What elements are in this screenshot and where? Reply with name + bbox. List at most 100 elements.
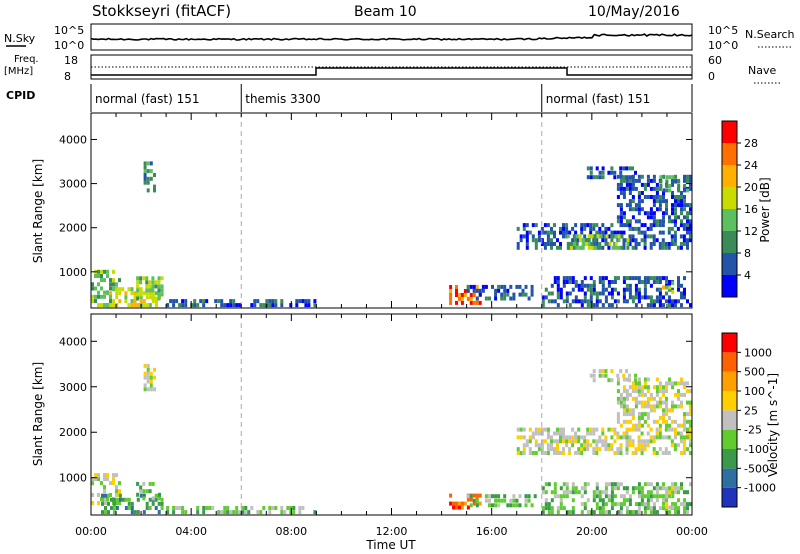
- power-cell: [592, 280, 596, 284]
- power-cell: [658, 295, 662, 300]
- velocity-cell: [547, 506, 551, 511]
- power-cell: [259, 303, 263, 308]
- velocity-cell: [655, 494, 659, 499]
- power-cell: [157, 296, 161, 301]
- velocity-cell: [628, 439, 632, 444]
- power-cell: [680, 195, 683, 199]
- velocity-cell: [646, 377, 650, 382]
- velocity-cell: [652, 510, 656, 515]
- velocity-cell: [619, 435, 623, 440]
- velocity-cell: [686, 412, 689, 417]
- power-cell: [572, 245, 576, 250]
- velocity-cell: [634, 404, 638, 409]
- velocity-cell: [512, 498, 516, 503]
- power-cell: [634, 186, 638, 191]
- velocity-cell: [677, 423, 680, 428]
- velocity-cell: [544, 506, 548, 511]
- power-cell: [583, 223, 587, 228]
- velocity-cell: [634, 381, 638, 386]
- power-cell: [500, 292, 504, 297]
- power-cell: [151, 284, 155, 289]
- power-cell: [655, 182, 659, 187]
- power-cell: [658, 219, 662, 224]
- power-cell: [619, 211, 623, 216]
- power-cell: [686, 215, 689, 220]
- velocity-cell: [562, 439, 565, 444]
- velocity-cell: [589, 431, 593, 436]
- velocity-cell: [689, 443, 692, 448]
- power-cell: [202, 299, 206, 304]
- power-cell: [686, 188, 690, 193]
- power-cell: [559, 245, 562, 250]
- velocity-cell: [674, 502, 677, 507]
- power-cell: [543, 230, 547, 235]
- velocity-cell: [595, 447, 599, 452]
- velocity-cell: [516, 447, 520, 452]
- velocity-cell: [577, 427, 581, 432]
- velocity-cell: [577, 451, 581, 455]
- power-cell: [637, 230, 641, 235]
- power-cell: [298, 299, 302, 304]
- velocity-cell: [509, 503, 513, 508]
- power-cell: [562, 230, 565, 235]
- velocity-cell: [196, 510, 200, 515]
- power-cell: [497, 284, 501, 289]
- velocity-cell: [516, 435, 520, 440]
- velocity-cell: [103, 477, 106, 482]
- velocity-cell: [661, 435, 665, 440]
- power-cell: [599, 234, 603, 239]
- power-cell: [469, 296, 473, 301]
- power-cell: [103, 269, 106, 274]
- power-cell: [622, 175, 626, 180]
- power-cell: [628, 276, 632, 281]
- velocity-cell: [658, 494, 662, 499]
- velocity-cell: [649, 506, 653, 511]
- power-cell: [136, 288, 140, 293]
- power-cell: [659, 179, 663, 184]
- velocity-cell: [531, 435, 535, 440]
- velocity-cell: [622, 396, 626, 401]
- velocity-cell: [205, 506, 209, 510]
- velocity-cell: [625, 392, 629, 397]
- cpid-segment-label: normal (fast) 151: [95, 92, 199, 106]
- velocity-cell: [637, 419, 641, 424]
- power-cell: [595, 230, 599, 235]
- power-cell: [143, 161, 147, 166]
- y-tick-label: 4000: [59, 133, 87, 146]
- power-cell: [592, 303, 596, 308]
- velocity-cell: [268, 506, 272, 510]
- velocity-cell: [616, 400, 620, 405]
- velocity-cell: [637, 416, 641, 420]
- power-cell: [595, 291, 599, 296]
- power-cell: [679, 242, 683, 246]
- power-cell: [143, 165, 147, 170]
- power-cell: [619, 191, 623, 195]
- power-cell: [665, 175, 669, 180]
- power-cell: [556, 245, 559, 250]
- velocity-cell: [541, 490, 545, 495]
- power-cell: [550, 291, 554, 296]
- power-cell: [619, 178, 623, 183]
- velocity-cell: [652, 435, 656, 440]
- power-cell: [530, 292, 534, 297]
- velocity-cell: [466, 494, 470, 499]
- power-cell: [662, 303, 665, 308]
- velocity-colorbar-swatch: [722, 468, 737, 488]
- velocity-cell: [668, 486, 671, 491]
- power-cell: [583, 234, 587, 239]
- power-cell: [581, 238, 585, 242]
- velocity-cell: [226, 510, 230, 515]
- velocity-cell: [127, 497, 131, 502]
- velocity-cell: [528, 451, 532, 455]
- power-cell: [525, 223, 529, 228]
- power-cell: [622, 223, 626, 228]
- velocity-cell: [689, 435, 692, 440]
- cpid-segment-label: normal (fast) 151: [546, 92, 650, 106]
- velocity-cell: [683, 423, 686, 428]
- power-cell: [646, 211, 650, 216]
- nsky-label: N.Sky: [4, 32, 36, 45]
- velocity-cell: [460, 501, 464, 506]
- power-cell: [531, 223, 535, 228]
- velocity-cell: [586, 431, 590, 436]
